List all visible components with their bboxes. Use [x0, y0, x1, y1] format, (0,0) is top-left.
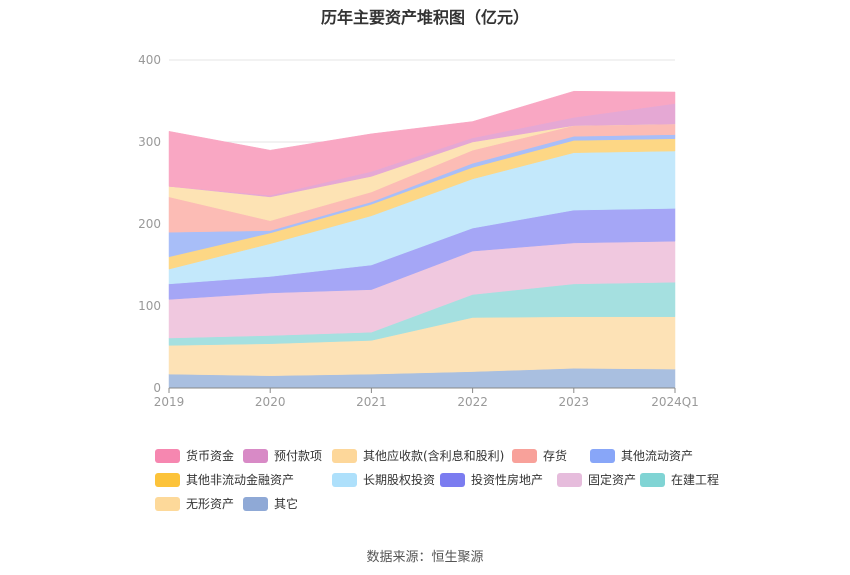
legend-item[interactable]: 在建工程	[640, 471, 719, 488]
legend-label: 预付款项	[274, 449, 323, 463]
x-tick-label: 2020	[255, 395, 286, 409]
legend-item[interactable]: 货币资金	[155, 447, 234, 464]
y-tick-label: 300	[138, 135, 161, 149]
legend-swatch	[557, 472, 582, 487]
legend-swatch	[332, 472, 357, 487]
legend-swatch	[512, 448, 537, 463]
legend-swatch	[243, 496, 268, 511]
legend-item[interactable]: 固定资产	[557, 471, 636, 488]
x-tick-label: 2019	[154, 395, 185, 409]
legend-item[interactable]: 其他流动资产	[590, 447, 693, 464]
data-source-note: 数据来源：恒生聚源	[366, 550, 484, 565]
legend-item[interactable]: 投资性房地产	[440, 471, 543, 488]
legend-swatch	[155, 448, 180, 463]
legend-label: 其他应收款(含利息和股利)	[363, 449, 505, 463]
legend-swatch	[590, 448, 615, 463]
legend-label: 其他流动资产	[621, 449, 694, 463]
legend-label: 固定资产	[588, 473, 637, 487]
legend-item[interactable]: 存货	[512, 447, 567, 464]
x-tick-label: 2024Q1	[651, 395, 699, 409]
legend-swatch	[640, 472, 665, 487]
y-tick-label: 0	[153, 381, 161, 395]
legend-label: 投资性房地产	[471, 473, 544, 487]
legend-label: 在建工程	[671, 473, 720, 487]
stacked-area-chart: 0 100 200 300 400 2019 2020 2021 2022 2023 2024Q1	[138, 53, 699, 409]
legend-swatch	[155, 472, 180, 487]
legend-item[interactable]: 其它	[243, 495, 298, 512]
legend-swatch	[332, 448, 357, 463]
legend-swatch	[243, 448, 268, 463]
legend-item[interactable]: 其他应收款(含利息和股利)	[332, 447, 504, 464]
legend-swatch	[155, 496, 180, 511]
legend-label: 长期股权投资	[363, 473, 436, 487]
series-area-11[interactable]	[168, 90, 676, 196]
legend-item[interactable]: 无形资产	[155, 495, 234, 512]
area-layer	[168, 90, 676, 389]
legend-label: 其他非流动金融资产	[186, 473, 295, 487]
x-tick-label: 2022	[457, 395, 488, 409]
legend-item[interactable]: 长期股权投资	[332, 471, 435, 488]
x-tick-label: 2021	[356, 395, 387, 409]
legend-label: 存货	[543, 449, 568, 463]
legend-label: 货币资金	[186, 449, 235, 463]
legend-label: 其它	[274, 497, 299, 511]
legend-swatch	[440, 472, 465, 487]
legend-label: 无形资产	[186, 497, 235, 511]
y-tick-label: 400	[138, 53, 161, 67]
legend-item[interactable]: 预付款项	[243, 447, 322, 464]
axis-layer: 0 100 200 300 400 2019 2020 2021 2022 2023 2024Q1	[138, 53, 699, 409]
chart-title: 历年主要资产堆积图（亿元）	[320, 8, 529, 27]
y-tick-label: 100	[138, 299, 161, 313]
legend-item[interactable]: 其他非流动金融资产	[155, 471, 294, 488]
y-tick-label: 200	[138, 217, 161, 231]
x-tick-label: 2023	[559, 395, 590, 409]
